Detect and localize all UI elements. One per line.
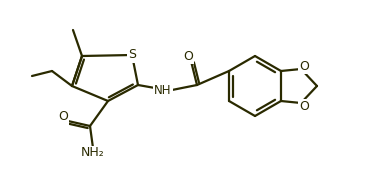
Text: O: O — [58, 111, 68, 124]
Text: NH: NH — [154, 83, 172, 96]
Text: O: O — [299, 100, 309, 113]
Text: O: O — [299, 59, 309, 72]
Text: O: O — [183, 49, 193, 63]
Text: NH₂: NH₂ — [81, 147, 105, 160]
Text: S: S — [128, 48, 136, 61]
